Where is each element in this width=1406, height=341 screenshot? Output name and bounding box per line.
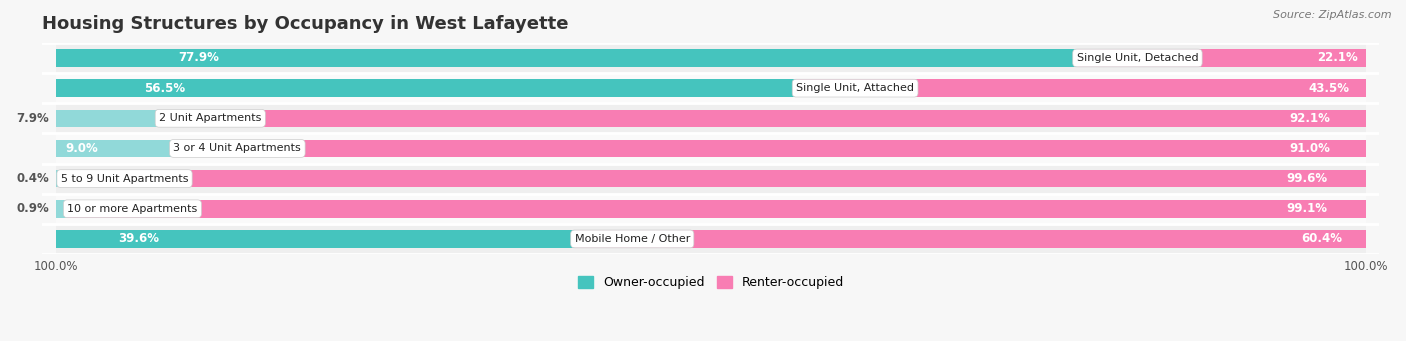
- Bar: [796, 79, 1367, 97]
- Bar: [55, 140, 173, 157]
- Text: 22.1%: 22.1%: [1317, 51, 1358, 64]
- Bar: [159, 109, 1367, 127]
- Bar: [1077, 49, 1367, 67]
- Text: 77.9%: 77.9%: [179, 51, 219, 64]
- Text: 99.6%: 99.6%: [1286, 172, 1327, 185]
- Text: Single Unit, Attached: Single Unit, Attached: [796, 83, 914, 93]
- Bar: [60, 170, 1367, 187]
- Text: 2 Unit Apartments: 2 Unit Apartments: [159, 113, 262, 123]
- Text: 0.4%: 0.4%: [17, 172, 49, 185]
- Bar: [55, 224, 1367, 254]
- Bar: [55, 73, 1367, 103]
- Bar: [55, 49, 1077, 67]
- Bar: [55, 170, 60, 187]
- Bar: [55, 43, 1367, 73]
- Bar: [55, 164, 1367, 194]
- Text: 5 to 9 Unit Apartments: 5 to 9 Unit Apartments: [60, 174, 188, 183]
- Text: Single Unit, Detached: Single Unit, Detached: [1077, 53, 1198, 63]
- Text: 60.4%: 60.4%: [1302, 233, 1343, 246]
- Bar: [55, 230, 575, 248]
- Text: 9.0%: 9.0%: [65, 142, 97, 155]
- Text: 3 or 4 Unit Apartments: 3 or 4 Unit Apartments: [173, 144, 301, 153]
- Bar: [575, 230, 1367, 248]
- Text: Housing Structures by Occupancy in West Lafayette: Housing Structures by Occupancy in West …: [42, 15, 569, 33]
- Bar: [55, 133, 1367, 164]
- Legend: Owner-occupied, Renter-occupied: Owner-occupied, Renter-occupied: [572, 271, 849, 294]
- Text: Source: ZipAtlas.com: Source: ZipAtlas.com: [1274, 10, 1392, 20]
- Bar: [55, 103, 1367, 133]
- Text: 91.0%: 91.0%: [1289, 142, 1330, 155]
- Bar: [67, 200, 1367, 218]
- Text: 92.1%: 92.1%: [1289, 112, 1330, 125]
- Text: 39.6%: 39.6%: [118, 233, 159, 246]
- Bar: [173, 140, 1367, 157]
- Text: Mobile Home / Other: Mobile Home / Other: [575, 234, 690, 244]
- Bar: [55, 194, 1367, 224]
- Text: 43.5%: 43.5%: [1308, 81, 1350, 95]
- Text: 56.5%: 56.5%: [145, 81, 186, 95]
- Bar: [55, 79, 796, 97]
- Bar: [55, 200, 67, 218]
- Bar: [55, 109, 159, 127]
- Text: 7.9%: 7.9%: [17, 112, 49, 125]
- Text: 10 or more Apartments: 10 or more Apartments: [67, 204, 198, 214]
- Text: 0.9%: 0.9%: [17, 202, 49, 215]
- Text: 99.1%: 99.1%: [1286, 202, 1327, 215]
